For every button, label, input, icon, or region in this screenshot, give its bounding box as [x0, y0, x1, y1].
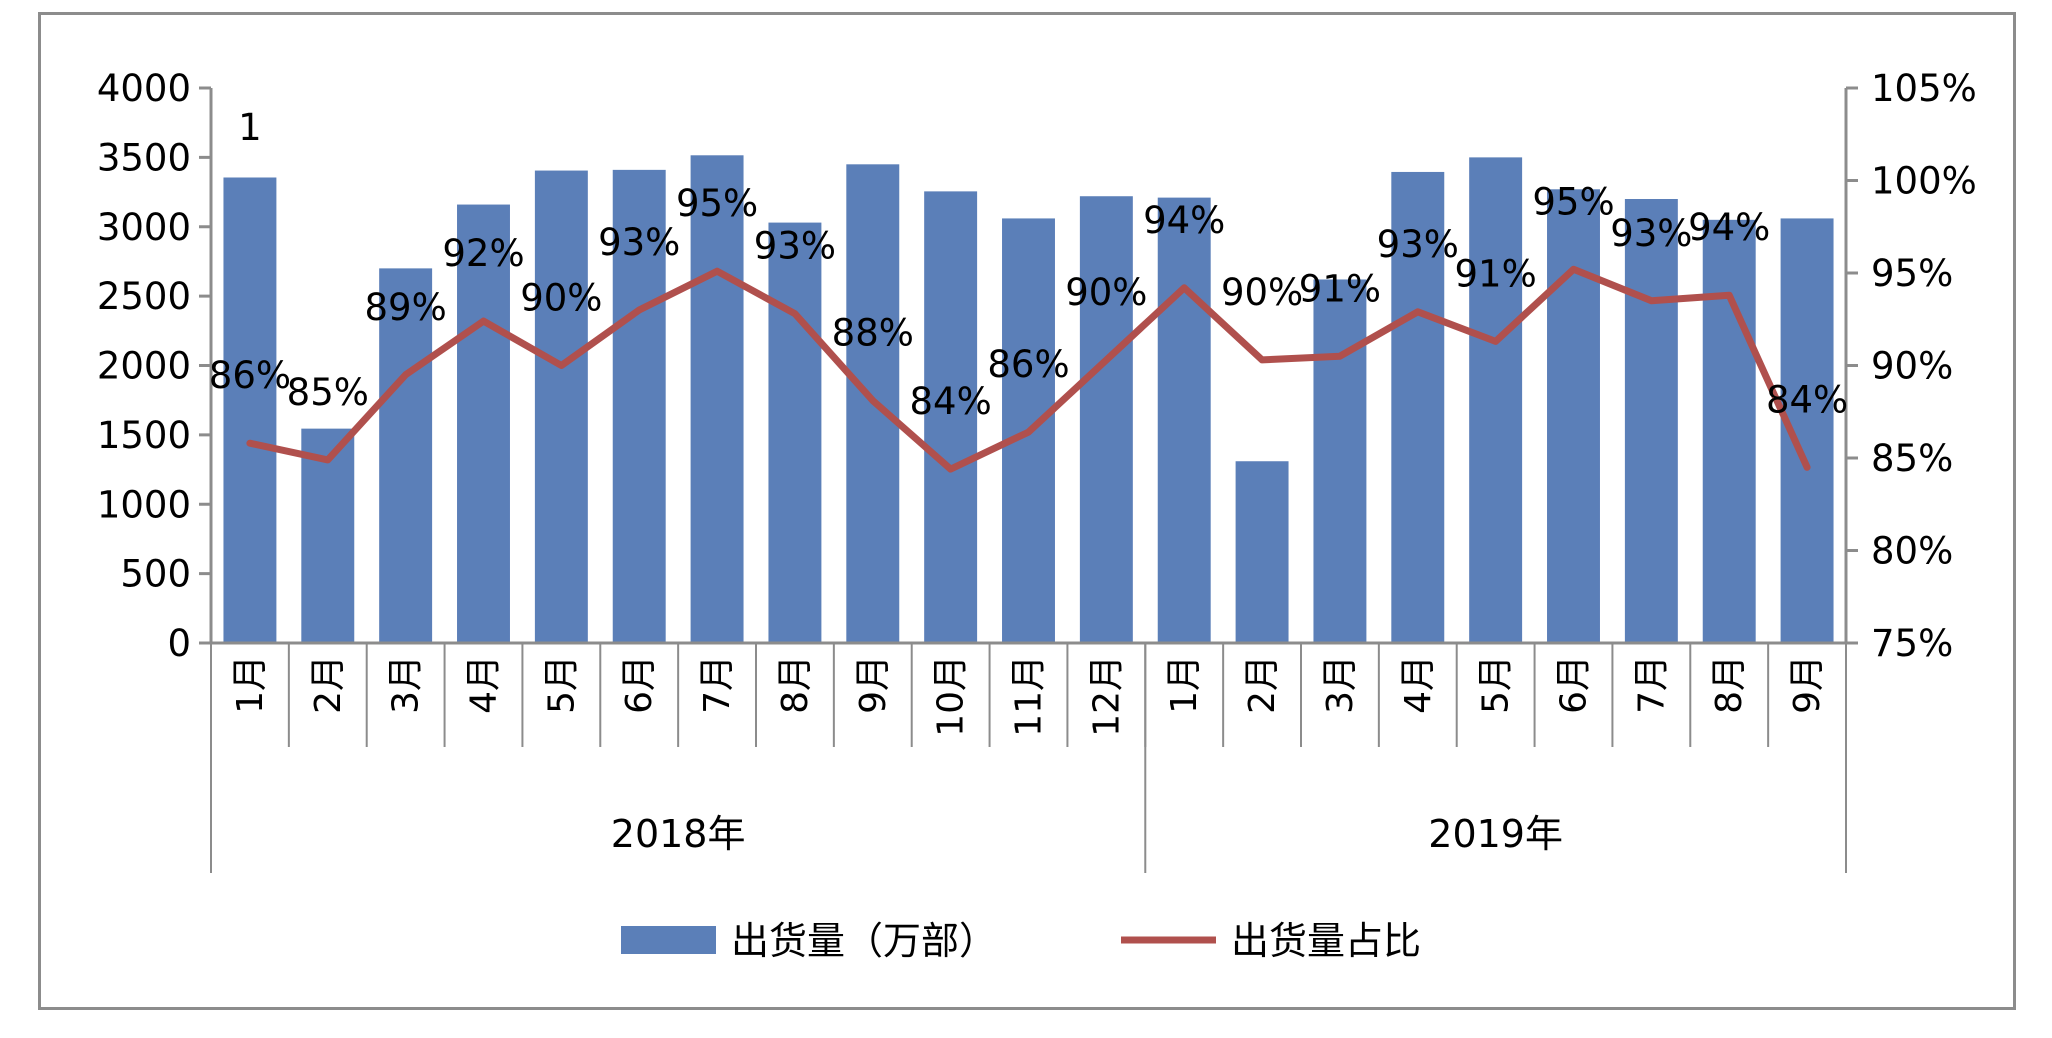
- data-label: 93%: [598, 221, 680, 264]
- y-left-tick-label: 4000: [97, 67, 191, 110]
- x-tick-label: 1月: [1164, 655, 1205, 714]
- bar: [223, 177, 277, 643]
- data-label: 91%: [1455, 252, 1537, 295]
- x-tick-label: 5月: [541, 655, 582, 714]
- x-tick-label: 6月: [619, 655, 660, 714]
- data-label: 88%: [832, 312, 914, 355]
- y-right-tick-label: 80%: [1871, 530, 1953, 573]
- bar: [1313, 279, 1367, 643]
- chart-frame: 0 500 1000 1500 2000 2500 3000 3500 4000 75% 80% 85…: [38, 12, 2016, 1010]
- y-right-tick-label: 75%: [1871, 622, 1953, 665]
- legend-label-bar: 出货量（万部）: [731, 919, 997, 963]
- x-tick-label: 11月: [1009, 655, 1050, 737]
- bar: [768, 222, 822, 643]
- data-label: 90%: [1065, 271, 1147, 314]
- y-right-tick-label: 95%: [1871, 252, 1953, 295]
- bar: [1624, 199, 1678, 643]
- x-tick-label: 1月: [230, 655, 271, 714]
- y-left-tick-label: 0: [167, 622, 191, 665]
- y-left-tick-label: 1000: [97, 483, 191, 526]
- y-left-tick-label: 3500: [97, 136, 191, 179]
- data-label: 84%: [1766, 378, 1848, 421]
- bar: [1157, 197, 1211, 644]
- x-tick-label: 9月: [1787, 655, 1828, 714]
- bar: [1235, 461, 1289, 643]
- data-label: 95%: [676, 182, 758, 225]
- bar: [1391, 171, 1445, 643]
- x-tick-label: 2月: [308, 655, 349, 714]
- y-left-tick-label: 2500: [97, 275, 191, 318]
- line-series: [246, 265, 1811, 473]
- data-label: 95%: [1532, 180, 1614, 223]
- x-tick-label: 7月: [697, 655, 738, 714]
- x-tick-label: 8月: [775, 655, 816, 714]
- y-left-tick-label: 500: [120, 553, 191, 596]
- x-tick-label: 6月: [1554, 655, 1595, 714]
- y-left-tick-label: 1500: [97, 414, 191, 457]
- data-label: 91%: [1299, 267, 1381, 310]
- data-label: 94%: [1688, 206, 1770, 249]
- x-tick-label: 5月: [1476, 655, 1517, 714]
- legend: 出货量（万部） 出货量占比: [621, 919, 1421, 963]
- y-right-tick-label: 105%: [1871, 67, 1977, 110]
- labels-layer: 86%85%89%92%90%93%95%93%88%84%86%90%94%9…: [209, 106, 1848, 423]
- bars-layer: [223, 155, 1834, 644]
- y-left-tick-label: 2000: [97, 345, 191, 388]
- bar: [1079, 196, 1133, 643]
- y-left-tick-label: 3000: [97, 206, 191, 249]
- x-tick-label: 2月: [1242, 655, 1283, 714]
- data-label: 93%: [1610, 212, 1692, 255]
- bar: [379, 268, 433, 643]
- bar: [924, 191, 978, 643]
- data-label: 94%: [1143, 199, 1225, 242]
- axes-layer: 0 500 1000 1500 2000 2500 3000 3500 4000 75% 80% 85…: [97, 67, 1977, 873]
- bar: [1469, 157, 1523, 643]
- y-right-tick-label: 90%: [1871, 345, 1953, 388]
- data-label: 92%: [442, 232, 524, 275]
- line-layer: [246, 265, 1811, 473]
- bar: [457, 204, 510, 644]
- bar: [1702, 219, 1756, 643]
- x-tick-label: 4月: [1398, 655, 1439, 714]
- y-right-tick-label: 100%: [1871, 160, 1977, 203]
- chart-svg: 0 500 1000 1500 2000 2500 3000 3500 4000 75% 80% 85…: [97, 67, 1977, 963]
- x-tick-label: 12月: [1086, 655, 1127, 737]
- x-tick-label: 10月: [931, 655, 972, 737]
- data-label: 93%: [754, 225, 836, 268]
- x-tick-label: 3月: [386, 655, 427, 714]
- data-label: 93%: [1377, 223, 1459, 266]
- data-label: 90%: [1221, 271, 1303, 314]
- x-tick-label: 8月: [1709, 655, 1750, 714]
- bar: [612, 169, 666, 644]
- data-label: 85%: [287, 371, 369, 414]
- x-tick-label: 7月: [1631, 655, 1672, 714]
- x-tick-label: 3月: [1320, 655, 1361, 714]
- annotation-label: 1: [238, 106, 262, 149]
- y-right-tick-label: 85%: [1871, 437, 1953, 480]
- data-label: 84%: [910, 380, 992, 423]
- legend-swatch-bar: [621, 926, 716, 954]
- x-tick-label: 4月: [464, 655, 505, 714]
- group-label: 2019年: [1428, 812, 1563, 856]
- bar: [690, 155, 744, 643]
- legend-label-line: 出货量占比: [1231, 919, 1421, 963]
- data-label: 89%: [365, 286, 447, 329]
- group-label: 2018年: [611, 812, 746, 856]
- data-label: 90%: [520, 277, 602, 320]
- bar: [534, 170, 588, 643]
- data-label: 86%: [987, 343, 1069, 386]
- bar: [1547, 189, 1600, 643]
- x-tick-label: 9月: [853, 655, 894, 714]
- bar: [301, 428, 355, 643]
- data-label: 86%: [209, 354, 291, 397]
